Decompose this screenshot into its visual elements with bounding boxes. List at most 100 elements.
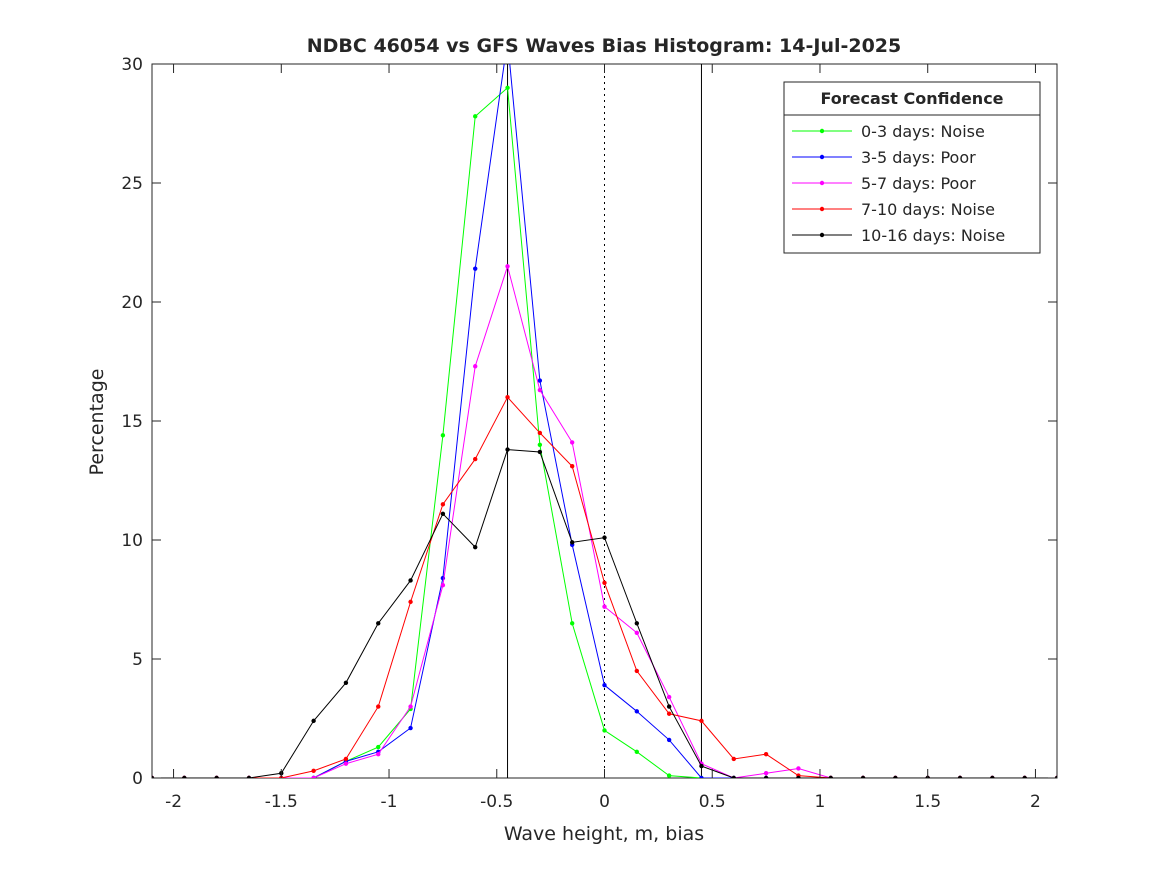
data-point [731,756,736,762]
x-axis-label: Wave height, m, bias [504,823,704,845]
data-point [990,775,995,778]
y-tick-label: 15 [121,412,143,432]
x-tick-label: 1.5 [914,792,941,812]
data-point [376,744,381,750]
legend-box [783,81,1041,254]
legend-swatch-marker [819,128,825,134]
data-point [699,763,704,769]
data-point [602,580,607,586]
data-point [311,718,316,724]
legend-label: 5-7 days: Poor [861,174,976,193]
legend-label: 3-5 days: Poor [861,148,976,167]
data-point [505,447,510,452]
data-point [666,737,672,743]
data-point [666,694,672,700]
data-point [1054,775,1057,778]
data-point [408,725,413,731]
data-point [699,775,704,778]
legend-title: Forecast Confidence [820,89,1003,108]
data-point [473,364,478,369]
x-tick-label: 2 [1030,792,1041,812]
data-point [473,114,478,119]
legend-swatch-marker [819,206,825,212]
data-point [537,442,543,447]
legend-item-1: 3-5 days: Poor [792,148,976,167]
data-point [152,775,155,778]
data-point [763,775,769,778]
data-point [957,775,963,778]
data-point [343,680,349,685]
chart-title: NDBC 46054 vs GFS Waves Bias Histogram: … [307,35,902,57]
data-point [473,456,478,462]
x-tick-label: 1 [815,792,826,812]
data-point [763,752,769,757]
x-tick-label: -1.5 [265,792,298,812]
data-point [569,621,575,626]
data-point [376,752,381,757]
y-tick-label: 30 [121,55,143,75]
legend-items: 0-3 days: Noise 3-5 days: Poor 5-7 days: P… [792,122,1005,245]
data-point [408,578,413,583]
data-point [214,775,219,778]
y-tick-label: 10 [121,531,143,551]
data-point [537,387,543,393]
y-tick-label: 20 [121,293,143,313]
data-point [602,682,607,688]
legend-label: 10-16 days: Noise [861,226,1005,245]
data-point [376,704,381,709]
series-3 [152,395,1057,778]
data-point [893,775,898,778]
data-point [763,771,769,776]
data-point [311,775,316,778]
series-layer [152,64,1057,778]
data-point [569,540,575,545]
series-4 [152,447,1057,778]
data-point [505,264,510,269]
legend-item-4: 10-16 days: Noise [792,226,1005,245]
x-tick-label: -0.5 [480,792,513,812]
data-point [505,395,510,400]
legend-swatch-marker [819,232,825,238]
data-point [440,511,446,517]
data-point [537,378,543,383]
data-point [246,775,252,778]
y-tick-label: 5 [132,650,143,670]
data-point [505,85,510,91]
x-tick-label: -2 [165,792,182,812]
y-tick-label: 25 [121,174,143,194]
reference-lines [507,64,702,778]
data-point [537,449,543,455]
data-point [860,775,866,778]
data-point [699,718,704,724]
data-point [569,464,575,469]
data-point [666,711,672,716]
data-point [634,709,640,714]
legend-label: 7-10 days: Noise [861,200,995,219]
legend-swatch-marker [819,180,825,186]
data-point [473,266,478,271]
y-tick-label: 0 [132,769,143,789]
data-point [440,433,446,438]
data-point [634,749,640,755]
data-point [731,775,736,778]
data-point [666,773,672,778]
data-point [796,775,801,778]
data-point [311,768,316,774]
data-point [828,775,833,778]
legend-swatch-marker [819,154,825,160]
x-tick-label: 0 [599,792,610,812]
data-point [569,440,575,445]
data-point [408,599,413,605]
data-point [376,621,381,626]
data-point [602,604,607,609]
data-point [343,761,349,766]
y-axis-label: Percentage [86,369,108,476]
data-point [537,430,543,436]
data-point [666,704,672,709]
legend-item-3: 7-10 days: Noise [792,200,995,219]
data-point [473,544,478,550]
x-tick-label: -1 [381,792,398,812]
data-point [796,766,801,771]
